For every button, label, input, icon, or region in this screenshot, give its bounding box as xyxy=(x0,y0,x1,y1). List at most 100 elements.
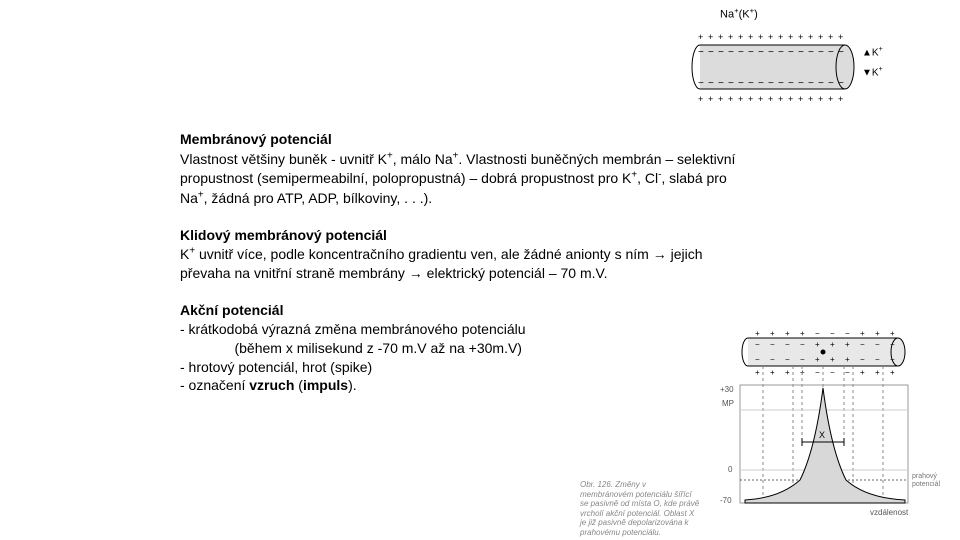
svg-text:−: − xyxy=(785,355,790,364)
svg-text:+: + xyxy=(828,94,833,104)
svg-text:+: + xyxy=(800,330,805,338)
svg-text:−: − xyxy=(758,47,764,58)
svg-text:+: + xyxy=(755,330,760,338)
x-marker-label: X xyxy=(819,430,825,440)
svg-text:−: − xyxy=(815,368,820,377)
svg-text:−: − xyxy=(708,47,714,58)
svg-text:+: + xyxy=(788,94,793,104)
svg-text:−: − xyxy=(890,355,895,364)
svg-text:+: + xyxy=(798,32,803,42)
figure-caption: Obr. 126. Změny v membránovém potenciálu… xyxy=(580,480,700,538)
svg-text:−: − xyxy=(845,330,850,338)
svg-text:−: − xyxy=(768,47,774,58)
svg-text:−: − xyxy=(838,47,844,58)
svg-text:+: + xyxy=(815,355,820,364)
svg-text:−: − xyxy=(748,78,754,89)
svg-text:−: − xyxy=(798,47,804,58)
svg-text:+: + xyxy=(755,368,760,377)
svg-text:+: + xyxy=(708,32,713,42)
svg-text:−: − xyxy=(770,355,775,364)
svg-text:−: − xyxy=(818,47,824,58)
svg-text:−: − xyxy=(828,78,834,89)
svg-text:+: + xyxy=(748,94,753,104)
svg-text:−: − xyxy=(698,47,704,58)
svg-text:+: + xyxy=(788,32,793,42)
svg-text:+: + xyxy=(818,32,823,42)
svg-text:−: − xyxy=(728,78,734,89)
svg-text:+: + xyxy=(890,330,895,338)
svg-text:−: − xyxy=(818,78,824,89)
svg-text:−: − xyxy=(788,78,794,89)
svg-text:+: + xyxy=(770,368,775,377)
svg-text:−: − xyxy=(770,340,775,349)
svg-text:+: + xyxy=(718,32,723,42)
section-0-heading: Membránový potenciál xyxy=(180,131,332,147)
svg-text:+: + xyxy=(785,330,790,338)
svg-text:−: − xyxy=(768,78,774,89)
svg-text:+: + xyxy=(838,32,843,42)
svg-text:+: + xyxy=(798,94,803,104)
svg-text:−: − xyxy=(845,368,850,377)
svg-text:+: + xyxy=(875,368,880,377)
svg-text:+: + xyxy=(830,340,835,349)
svg-text:−: − xyxy=(778,78,784,89)
svg-text:+: + xyxy=(818,94,823,104)
svg-text:−: − xyxy=(815,330,820,338)
svg-text:prahový: prahový xyxy=(912,473,937,480)
svg-text:+: + xyxy=(808,32,813,42)
section-1: Klidový membránový potenciál K+ uvnitř v… xyxy=(180,226,740,283)
svg-text:−: − xyxy=(798,78,804,89)
svg-text:−: − xyxy=(828,47,834,58)
svg-text:+: + xyxy=(708,94,713,104)
membrane-cylinder-diagram: +++++++++++++++ −−−−−−−−−−−−−−−−−−−−−−−−… xyxy=(680,12,880,112)
svg-text:+: + xyxy=(748,32,753,42)
svg-text:−: − xyxy=(708,78,714,89)
svg-text:−: − xyxy=(755,340,760,349)
svg-text:−: − xyxy=(830,330,835,338)
svg-text:−: − xyxy=(778,47,784,58)
section-1-heading: Klidový membránový potenciál xyxy=(180,227,387,243)
svg-text:−: − xyxy=(808,47,814,58)
svg-text:+: + xyxy=(860,330,865,338)
svg-text:+: + xyxy=(778,94,783,104)
svg-text:−: − xyxy=(890,340,895,349)
svg-text:−: − xyxy=(838,78,844,89)
section-2: Akční potenciál - krátkodobá výrazná změ… xyxy=(180,301,740,395)
svg-text:+: + xyxy=(758,94,763,104)
svg-text:−: − xyxy=(875,355,880,364)
text-content: Membránový potenciál Vlastnost většiny b… xyxy=(180,130,740,413)
svg-text:+: + xyxy=(785,368,790,377)
svg-text:+: + xyxy=(698,94,703,104)
svg-text:+: + xyxy=(728,32,733,42)
svg-text:−: − xyxy=(860,355,865,364)
svg-text:+: + xyxy=(845,340,850,349)
svg-text:−: − xyxy=(738,78,744,89)
svg-text:+: + xyxy=(718,94,723,104)
svg-text:+: + xyxy=(860,368,865,377)
svg-text:+: + xyxy=(890,368,895,377)
svg-text:−: − xyxy=(748,47,754,58)
svg-text:−: − xyxy=(728,47,734,58)
action-potential-diagram: +−−++−−++−−++−−+−++−−++−−++−+−−++−−++−−+… xyxy=(700,330,940,530)
svg-text:+: + xyxy=(758,32,763,42)
section-1-body: K+ uvnitř více, podle koncentračního gra… xyxy=(180,246,702,281)
svg-text:−: − xyxy=(718,78,724,89)
svg-text:+30: +30 xyxy=(720,385,734,394)
svg-text:−: − xyxy=(758,78,764,89)
svg-text:+: + xyxy=(738,32,743,42)
svg-text:−: − xyxy=(698,78,704,89)
svg-text:potenciál: potenciál xyxy=(912,481,940,488)
svg-text:−: − xyxy=(808,78,814,89)
svg-text:+: + xyxy=(815,340,820,349)
svg-text:−: − xyxy=(785,340,790,349)
section-2-heading: Akční potenciál xyxy=(180,302,283,318)
svg-text:−: − xyxy=(800,340,805,349)
svg-text:−: − xyxy=(788,47,794,58)
svg-text:−: − xyxy=(755,355,760,364)
svg-text:+: + xyxy=(698,32,703,42)
section-0-body: Vlastnost většiny buněk - uvnitř K+, mál… xyxy=(180,151,735,206)
svg-text:+: + xyxy=(768,94,773,104)
svg-text:+: + xyxy=(828,32,833,42)
svg-text:−: − xyxy=(738,47,744,58)
svg-text:MP: MP xyxy=(722,399,734,408)
